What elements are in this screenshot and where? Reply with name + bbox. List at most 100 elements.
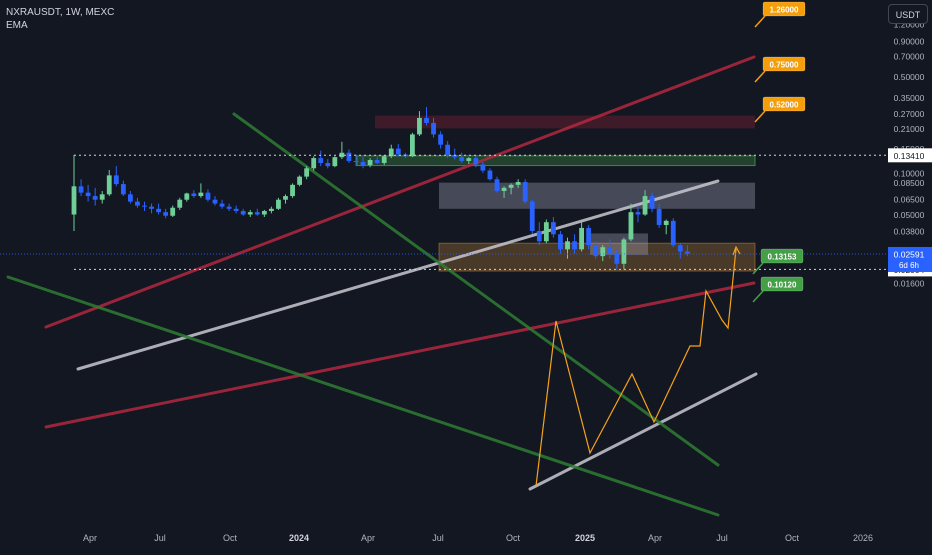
candle-body [205, 192, 211, 200]
indicator-label[interactable]: EMA [6, 20, 28, 31]
downtrend-green-steep [232, 112, 720, 467]
target-label-3: 0.13153 [752, 248, 804, 275]
projection-arrowhead [732, 245, 741, 256]
candle-body [501, 187, 507, 191]
candle-body [410, 134, 415, 157]
currency-button[interactable]: USDT [888, 4, 928, 24]
resistance-zone-top [375, 115, 755, 129]
target-label-text: 0.10120 [768, 281, 797, 290]
candle-body [565, 241, 570, 250]
candle-body [226, 206, 232, 209]
candle-body [579, 227, 584, 250]
candle-body [367, 160, 373, 166]
y-tick-label: 0.50000 [894, 72, 925, 82]
x-tick-label: Jul [432, 533, 444, 543]
x-tick-label: Oct [223, 533, 238, 543]
x-tick-label: 2024 [289, 533, 309, 543]
target-label-0: 1.26000 [754, 1, 806, 28]
candle-body [254, 212, 260, 215]
target-label-2: 0.52000 [754, 96, 806, 123]
candle-body [163, 212, 169, 216]
candle-body [156, 208, 161, 213]
target-label-text: 1.26000 [770, 6, 799, 15]
y-tick-label: 0.35000 [894, 93, 925, 103]
target-label-box [762, 1, 806, 17]
candle-body [135, 201, 140, 206]
target-label-4: 0.10120 [752, 276, 804, 303]
y-tick-label: 0.21000 [894, 124, 925, 134]
candle-body [332, 157, 338, 167]
target-label-pointer [754, 110, 766, 123]
y-tick-label: 0.70000 [894, 52, 925, 62]
candle-body [184, 193, 190, 200]
candle-body [276, 199, 281, 209]
target-label-box [762, 96, 806, 112]
candle-body [466, 158, 472, 161]
supply-zone-gray [439, 182, 755, 209]
candle-body [99, 194, 105, 200]
price-lines-layer [0, 154, 886, 270]
candle-body [325, 162, 331, 167]
candle-body [290, 184, 295, 197]
x-tick-label: Jul [716, 533, 728, 543]
candle-body [78, 186, 84, 193]
candle-body [551, 222, 556, 235]
candle-body [142, 205, 147, 207]
candle-body [261, 211, 267, 215]
candle-body [191, 193, 197, 197]
candles-layer [71, 106, 690, 270]
candle-body [543, 222, 549, 242]
trendline-white-lower [528, 372, 758, 491]
candle-body [269, 208, 274, 212]
candle-body [233, 208, 239, 212]
target-label-1: 0.75000 [754, 56, 806, 83]
y-tick-label: 0.01600 [894, 278, 925, 288]
y-tick-label: 0.05000 [894, 210, 925, 220]
candle-body [85, 192, 91, 197]
candle-body [92, 196, 98, 200]
candle-body [417, 117, 422, 135]
y-tick-label: 0.90000 [894, 37, 925, 47]
candle-body [170, 207, 176, 216]
candle-body [677, 245, 683, 252]
candle-body [508, 184, 514, 188]
candle-body [593, 245, 599, 257]
drawings-layer [6, 55, 758, 517]
symbol-title[interactable]: NXRAUSDT, 1W, MEXC [6, 7, 115, 18]
x-tick-label: Oct [785, 533, 800, 543]
candle-body [149, 206, 154, 209]
channel-lower-red [44, 281, 756, 429]
y-tick-label: 0.27000 [894, 109, 925, 119]
target-label-pointer [752, 290, 764, 303]
candle-body [635, 212, 641, 215]
candle-body [684, 251, 690, 254]
candle-body [339, 152, 345, 158]
chart-legend: NXRAUSDT, 1W, MEXC EMA [6, 6, 114, 32]
current-price-tag-text: 0.02591 [894, 249, 925, 259]
candle-body [212, 199, 218, 204]
candle-body [663, 220, 669, 225]
x-tick-label: Oct [506, 533, 521, 543]
countdown-text: 6d 6h [899, 261, 919, 270]
x-tick-label: Apr [361, 533, 375, 543]
candle-body [388, 148, 394, 157]
candle-body [360, 161, 366, 166]
support-zone-green [356, 155, 756, 167]
x-tick-label: Apr [648, 533, 662, 543]
candle-body [304, 168, 310, 177]
candle-body [670, 220, 676, 246]
small-zone-gray [590, 233, 648, 255]
channel-upper-red [44, 55, 756, 329]
candle-body [353, 160, 359, 162]
candle-body [607, 247, 613, 254]
candle-body [614, 253, 620, 264]
price-tag-text: 0.13410 [894, 151, 925, 161]
candle-body [297, 176, 302, 185]
candle-body [311, 158, 317, 169]
x-tick-label: Apr [83, 533, 97, 543]
x-tick-label: Jul [154, 533, 166, 543]
